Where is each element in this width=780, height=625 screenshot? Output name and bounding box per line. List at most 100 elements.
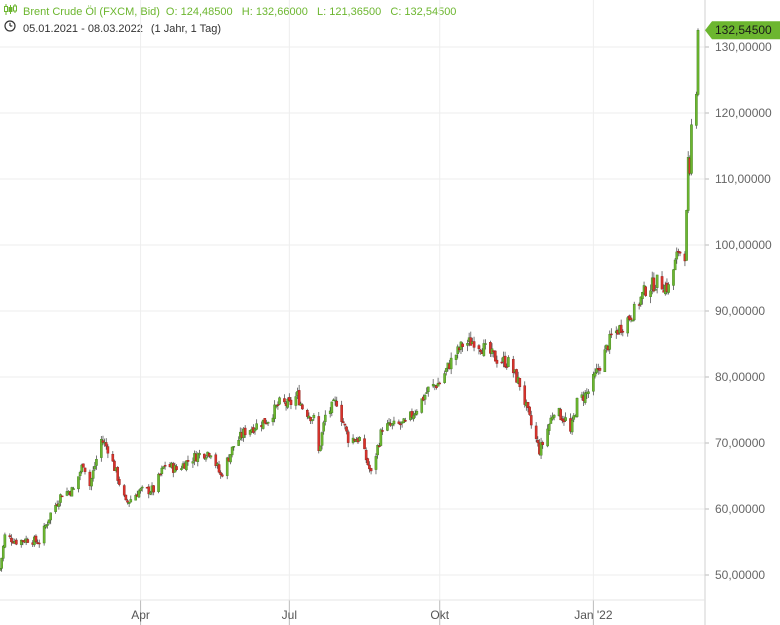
candle-body <box>456 346 460 354</box>
candle-body <box>317 416 321 451</box>
candle-body <box>503 355 507 368</box>
candle-body <box>186 460 190 462</box>
candle-body <box>593 372 597 377</box>
y-tick-label: 60,00000 <box>715 502 765 516</box>
candle-body <box>106 446 110 454</box>
candle-body <box>93 465 97 470</box>
candle-body <box>288 397 291 401</box>
candle-body <box>363 438 366 450</box>
candle-body <box>273 404 276 419</box>
candle-body <box>410 411 414 418</box>
candle-body <box>598 368 602 371</box>
candle-body <box>77 476 80 490</box>
candle-body <box>198 452 201 456</box>
last-price-badge <box>705 21 780 40</box>
candle-body <box>412 414 415 420</box>
candle-body <box>472 341 476 348</box>
y-tick-label: 90,00000 <box>715 304 765 318</box>
candle-body <box>511 359 515 374</box>
candle-body <box>104 442 108 447</box>
candle-body <box>461 343 464 347</box>
candle-body <box>443 373 446 383</box>
candle-body <box>619 324 623 333</box>
candle-body <box>495 359 499 364</box>
candle-body <box>111 454 115 462</box>
candle-body <box>54 505 57 512</box>
candle-body <box>248 430 252 435</box>
candle-body <box>575 397 579 417</box>
candle-body <box>660 276 664 290</box>
candle-body <box>139 488 142 492</box>
candle-body <box>610 333 613 336</box>
candle-body <box>255 423 258 430</box>
candle-body <box>100 438 103 458</box>
candle-body <box>592 374 595 392</box>
candle-body <box>552 414 556 418</box>
candle-body <box>587 391 590 394</box>
candle-body <box>137 490 141 498</box>
clock-icon <box>4 20 18 37</box>
candle-body <box>654 289 657 291</box>
candle-body <box>8 535 12 538</box>
candle-body <box>253 428 257 432</box>
candle-body <box>523 385 527 405</box>
candle-body <box>397 421 401 424</box>
candle-body <box>274 405 278 407</box>
candle-body <box>438 382 442 385</box>
candle-body <box>289 399 293 405</box>
candle-body <box>225 457 229 476</box>
x-tick-label: Jul <box>282 608 297 622</box>
candle-body <box>425 392 428 394</box>
candle-body <box>515 369 518 383</box>
candle-body <box>546 428 549 447</box>
candle-body <box>180 468 183 470</box>
chart-header: Brent Crude Öl (FXCM, Bid) O: 124,48500 … <box>4 4 456 37</box>
candle-body <box>229 454 232 463</box>
candle-body <box>230 446 234 456</box>
candle-body <box>637 304 641 306</box>
candle-body <box>219 472 222 476</box>
candle-body <box>3 534 7 548</box>
y-tick-label: 100,00000 <box>715 238 772 252</box>
candle-body <box>603 349 607 373</box>
candle-body <box>101 440 105 443</box>
candle-body <box>0 557 3 569</box>
candle-body <box>551 416 554 420</box>
candle-body <box>330 401 334 413</box>
candle-body <box>147 486 151 495</box>
candle-body <box>392 420 396 425</box>
candle-body <box>482 343 486 356</box>
candle-body <box>80 464 84 473</box>
candle-body <box>626 317 630 334</box>
candle-body <box>95 459 98 466</box>
last-price-label: 132,54500 <box>715 23 772 37</box>
candle-body <box>529 415 533 426</box>
candle-body <box>60 495 64 498</box>
candle-body <box>37 542 41 545</box>
candle-body <box>426 386 430 393</box>
candle-body <box>319 445 322 452</box>
candle-body <box>217 464 221 473</box>
candle-body <box>1 545 5 559</box>
candle-body <box>301 404 304 410</box>
candle-body <box>59 494 62 503</box>
candle-body <box>449 357 453 370</box>
candle-body <box>391 423 394 426</box>
candle-body <box>312 415 316 419</box>
candle-body <box>466 343 469 346</box>
candle-body <box>608 334 612 350</box>
candle-body <box>323 414 327 422</box>
candle-body <box>595 368 598 373</box>
candle-body <box>335 400 339 407</box>
candle-body <box>122 485 126 496</box>
candle-body <box>477 345 481 350</box>
candle-body <box>266 421 270 424</box>
candle-body <box>526 402 530 409</box>
candle-body <box>157 473 160 492</box>
candle-body <box>631 319 634 322</box>
candle-body <box>572 415 576 420</box>
candle-body <box>381 430 384 432</box>
candle-body <box>162 466 165 469</box>
candle-body <box>203 453 206 459</box>
